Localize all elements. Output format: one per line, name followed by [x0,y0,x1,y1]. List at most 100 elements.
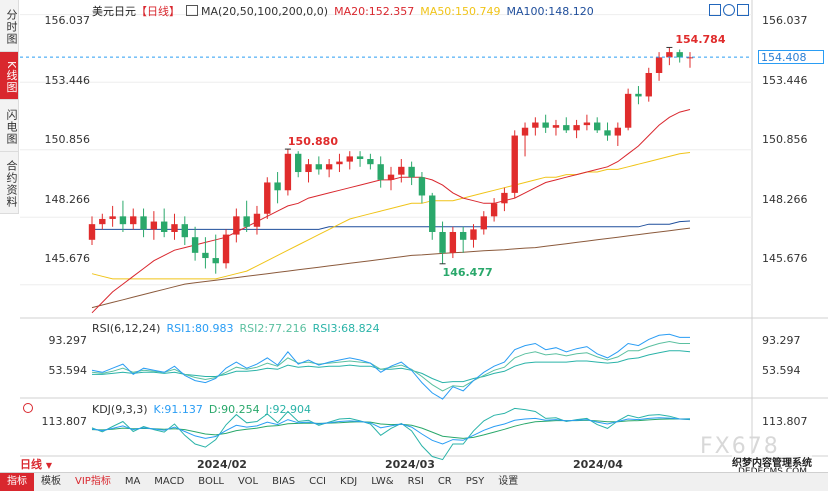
kdj-settings-icon[interactable] [23,403,33,413]
low-annotation: 146.477 [442,265,493,279]
period-label: 日线 [20,458,42,471]
candle-body [191,237,199,253]
candle-body [398,166,405,175]
price-tick-left: 150.856 [44,133,91,146]
candle-body [377,164,384,180]
indicator-tab[interactable]: 设置 [498,476,519,487]
watermark-caption: 织梦内容管理系统 [732,454,812,469]
indicator-tab[interactable]: CR [437,476,452,487]
indicator-tab[interactable]: MA [124,476,141,487]
candle-body [88,224,96,240]
candle-body [233,216,240,235]
kdj-axis-right: 113.807 [762,415,808,428]
ma-settings-icon[interactable] [186,5,198,16]
ma-label: MA(20,50,100,200,0,0) [201,5,329,18]
price-tick-right: 150.856 [762,133,808,146]
rsi-label: RSI(6,12,24) [92,322,161,335]
candle-body [449,231,457,253]
kdj-legend: KDJ(9,3,3) K:91.137 D:90.254 J:92.904 [92,403,317,416]
price-tick-right: 156.037 [762,14,808,27]
kdj-k-line [91,417,691,445]
candle-body [521,127,529,136]
candle-body [573,125,580,131]
high-annotation: 154.784 [675,33,726,47]
price-tick-left: 156.037 [44,14,91,27]
tab-flash[interactable]: 闪电图 [0,100,19,152]
candle-body [624,93,632,128]
date-label: 2024/02 [197,458,247,471]
indicator-tab[interactable]: 指标 [0,473,34,491]
candle-body [552,125,560,128]
candle-body [480,216,487,230]
indicator-tab[interactable]: 模板 [41,476,61,487]
candle-body [336,161,343,165]
indicator-tab[interactable]: VOL [237,476,259,487]
candle-body [563,125,570,131]
candle-body [274,182,281,191]
period-tag[interactable]: 【日线】 [136,5,180,18]
candle-body [305,164,312,173]
candle-body [346,156,353,162]
candle-body [109,216,116,219]
date-label: 2024/04 [573,458,623,471]
kdj-d-value: D:90.254 [208,403,260,416]
tab-contract-info[interactable]: 合约资料 [0,152,19,214]
symbol-name: 美元日元 [92,5,136,18]
candle-body [284,153,292,191]
indicator-tab[interactable]: LW& [371,476,394,487]
candle-body [325,164,333,170]
indicator-tab[interactable]: MACD [154,476,185,487]
indicator-tab[interactable]: CCI [309,476,327,487]
period-select[interactable]: 日线 ▼ [20,458,52,472]
candle-body [253,213,261,227]
candle-body [439,231,446,253]
maximize-icon[interactable] [737,4,749,16]
ma100-value: MA100:148.120 [506,5,594,18]
price-tick-right: 145.676 [762,252,808,265]
indicator-tab[interactable]: VIP指标 [75,476,111,487]
candle-body [655,57,663,73]
expand-icon[interactable] [709,4,721,16]
rsi-axis-right: 53.594 [762,364,801,377]
ma50-value: MA50:150.749 [420,5,501,18]
price-tick-left: 153.446 [44,74,91,87]
candle-body [408,166,415,178]
indicator-tab[interactable]: RSI [407,476,424,487]
kdj-k-value: K:91.137 [153,403,203,416]
indicator-tab[interactable]: PSY [465,476,485,487]
candle-body [387,174,395,180]
high-annotation: 150.880 [287,135,338,149]
indicator-tab[interactable]: BIAS [272,476,296,487]
rsi-axis-right: 93.297 [762,334,801,347]
current-price-badge: 154.408 [758,50,824,65]
price-tick-left: 145.676 [44,252,91,265]
candle-body [501,192,508,204]
candle-body [583,122,591,126]
indicator-tab[interactable]: BOLL [198,476,224,487]
ma50-line [91,152,691,280]
candle-body [181,224,188,238]
candle-body [367,159,374,165]
tab-kline[interactable]: K线图 [0,52,19,100]
triangle-down-icon: ▼ [45,461,52,470]
candle-body [686,57,694,59]
candle-body [459,231,467,240]
ma-legend: 美元日元【日线】 MA(20,50,100,200,0,0) MA20:152.35… [92,3,600,19]
indicator-bar: 指标 模板 VIP指标 MA MACD BOLL VOL BIAS CCI KDJ LW& RSI CR… [0,472,828,491]
indicator-tab[interactable]: KDJ [340,476,358,487]
settings-icon[interactable] [723,4,735,16]
kdj-j-value: J:92.904 [265,403,312,416]
tab-intraday[interactable]: 分时图 [0,0,19,52]
rsi1-line [91,333,690,400]
candle-body [542,122,549,128]
candle-body [676,52,683,58]
price-tick-left: 148.266 [44,193,91,206]
chart-canvas[interactable] [0,0,828,472]
candle-body [470,229,477,240]
candle-body [99,218,106,225]
candle-body [418,177,426,196]
candle-body [645,72,652,97]
candle-body [532,122,539,128]
candle-body [222,234,230,264]
price-tick-right: 148.266 [762,193,808,206]
